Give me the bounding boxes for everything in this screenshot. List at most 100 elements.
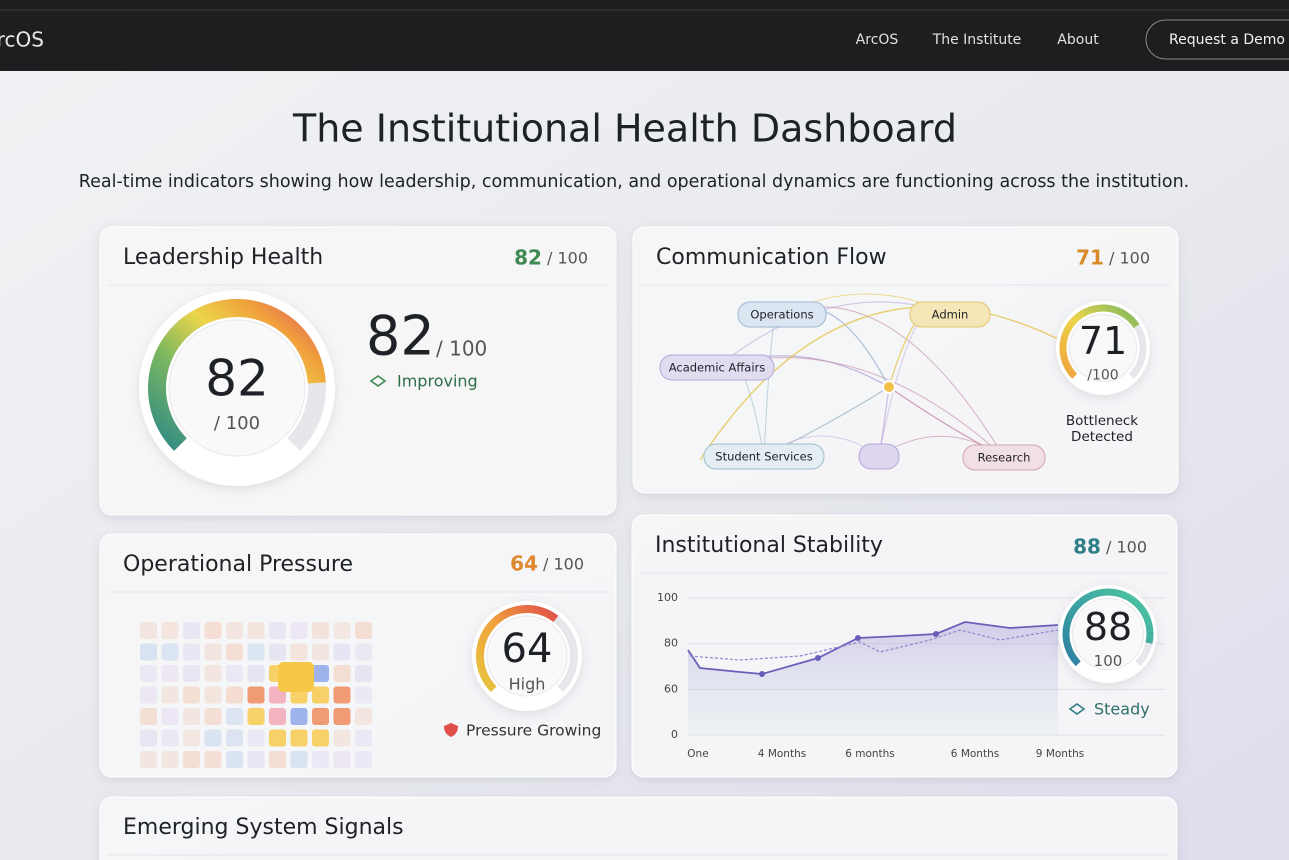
heat-cell [226, 643, 243, 661]
gauge-sub: /100 [1087, 367, 1118, 383]
status: Pressure Growing [466, 722, 601, 740]
cta-label[interactable]: Request a Demo [1169, 32, 1285, 48]
heat-cell [290, 751, 308, 768]
trend-dot [855, 635, 861, 641]
status-icon [444, 723, 458, 737]
heat-cell [355, 665, 372, 682]
heat-cell [161, 686, 179, 704]
x-axis-label: One [687, 748, 708, 760]
heat-cell [183, 622, 200, 639]
heat-cell [333, 708, 351, 725]
heat-cell [312, 686, 329, 704]
gauge-inner [1069, 314, 1137, 382]
heat-cell [204, 622, 222, 639]
gauge-inner [486, 615, 568, 697]
nav-link[interactable]: ArcOS [856, 32, 899, 48]
heat-cell [226, 751, 243, 768]
node-label: Admin [932, 308, 969, 322]
y-axis-label: 0 [671, 728, 678, 741]
heat-cell [204, 729, 222, 747]
heat-cell [290, 622, 308, 639]
heat-cell [183, 686, 200, 704]
trend-line-2 [689, 629, 1059, 661]
heat-cell [355, 622, 372, 639]
heat-cell [290, 729, 308, 747]
heat-cell [226, 686, 243, 704]
status: Bottleneck Detected [1066, 413, 1138, 445]
nav-link[interactable]: About [1057, 32, 1099, 48]
node [737, 301, 827, 328]
node [703, 443, 825, 470]
big-max: / 100 [436, 337, 487, 361]
heat-cell [312, 751, 329, 768]
heat-cell [247, 622, 265, 639]
heat-cell [161, 665, 179, 682]
heat-cell [312, 643, 329, 661]
heat-cell [247, 643, 265, 661]
heat-cell [269, 751, 286, 768]
heat-cell [183, 708, 200, 725]
gauge-value: 82 [205, 350, 269, 408]
score: 64 [510, 552, 538, 576]
trend-dot [815, 655, 821, 661]
score: 82 [514, 246, 542, 270]
node-label: Student Services [715, 450, 812, 464]
x-axis-label: 6 months [845, 748, 895, 760]
heat-cell [247, 665, 265, 682]
node [962, 444, 1046, 471]
heat-cell [140, 622, 157, 639]
max-label: / 100 [1109, 249, 1150, 268]
heat-cell [204, 751, 222, 768]
cta-button[interactable] [1145, 19, 1289, 60]
heat-cell [161, 622, 179, 639]
heat-cell [226, 665, 243, 682]
heat-cell [333, 751, 351, 768]
heat-cell [161, 708, 179, 725]
node [659, 354, 775, 381]
heat-cell [355, 751, 372, 768]
max-label: / 100 [1106, 538, 1147, 557]
heat-cell [355, 708, 372, 725]
card-title: Institutional Stability [655, 533, 883, 558]
heat-cell [269, 643, 286, 661]
heat-cell [183, 643, 200, 661]
status: Steady [1094, 700, 1150, 719]
card-title: Communication Flow [656, 245, 887, 270]
heat-cell [204, 708, 222, 725]
heat-cell [269, 729, 286, 747]
max-label: / 100 [543, 555, 584, 574]
y-axis-label: 60 [664, 682, 678, 695]
card-title: Emerging System Signals [123, 815, 404, 840]
heat-cell [247, 729, 265, 747]
heat-cell [247, 708, 265, 725]
heat-cell [140, 686, 157, 704]
card [99, 796, 1178, 860]
page-subtitle: Real-time indicators showing how leaders… [79, 172, 1189, 192]
logo[interactable]: ArcOS [0, 28, 44, 52]
card [632, 226, 1179, 494]
heat-cell [161, 643, 179, 661]
hub [882, 380, 896, 394]
heat-cell [140, 729, 157, 747]
heat-cell [140, 708, 157, 725]
max-label: / 100 [547, 249, 588, 268]
x-axis-label: 9 Months [1036, 748, 1084, 760]
gauge-arc [476, 605, 559, 693]
heat-cell [226, 622, 243, 639]
heat-cell [290, 708, 308, 725]
page-title: The Institutional Health Dashboard [292, 107, 957, 151]
heat-cell [333, 622, 351, 639]
heat-cell [333, 686, 351, 704]
heat-cell [333, 643, 351, 661]
heat-cell [183, 751, 200, 768]
nav-link[interactable]: The Institute [932, 32, 1022, 48]
gauge-value: 71 [1079, 319, 1127, 363]
heat-cell [312, 622, 329, 639]
gauge-value: 64 [502, 626, 553, 672]
gauge-sub: 100 [1094, 652, 1123, 670]
heat-cell [355, 729, 372, 747]
gauge-inner [168, 319, 306, 457]
nav-bar [0, 0, 1289, 71]
heat-cell [226, 729, 243, 747]
heat-cell [333, 665, 351, 682]
